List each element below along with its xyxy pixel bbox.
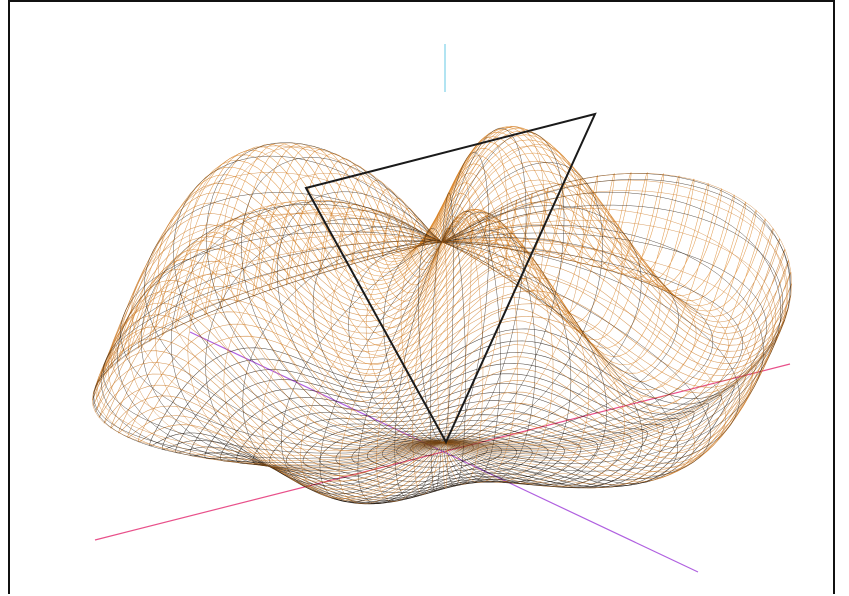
mesh-meridian — [158, 172, 443, 446]
mesh-meridian — [120, 231, 443, 450]
mesh-meridian — [441, 204, 784, 449]
mesh-meridian — [441, 239, 756, 446]
mesh-meridian — [441, 126, 546, 443]
mesh-meridian — [242, 240, 443, 486]
mesh-meridian — [400, 237, 443, 443]
mesh-meridian — [441, 137, 508, 443]
mesh-meridian — [258, 172, 443, 443]
mesh-meridian — [435, 212, 443, 443]
mesh-meridian — [441, 210, 501, 484]
mesh-meridian — [261, 241, 443, 490]
mesh-meridian — [441, 232, 767, 447]
mesh-meridian — [92, 241, 443, 461]
mesh-meridian — [223, 146, 443, 443]
mesh-meridian — [144, 192, 443, 447]
mesh-meridian — [441, 241, 726, 476]
mesh-meridian — [441, 238, 590, 485]
mesh-meridian — [441, 241, 729, 445]
mesh-meridian — [93, 241, 443, 459]
mesh-meridian — [294, 210, 443, 443]
mesh-meridian — [383, 239, 443, 443]
mesh-meridian — [441, 237, 679, 443]
coordinate-axes — [94, 44, 791, 573]
mesh-meridian — [205, 218, 443, 479]
mesh-meridian — [441, 241, 608, 486]
mesh-meridian — [441, 131, 565, 443]
mesh-meridian — [441, 237, 753, 468]
mesh-meridian — [441, 237, 449, 489]
mesh-meridian — [155, 199, 443, 473]
mesh-meridian — [441, 229, 572, 484]
mesh-meridian — [441, 192, 454, 443]
mesh-meridian — [441, 224, 661, 443]
mesh-meridian — [418, 228, 443, 443]
mesh-meridian — [441, 173, 791, 455]
triangle-overlay — [304, 112, 597, 445]
mesh-meridian — [441, 144, 584, 443]
mesh-meridian — [312, 225, 443, 443]
mesh-meridian — [441, 179, 787, 457]
mesh-meridian — [441, 212, 536, 483]
mesh-meridian — [412, 241, 443, 495]
surface-mesh — [92, 125, 792, 505]
mesh-meridian — [441, 240, 697, 443]
mesh-meridian — [319, 241, 443, 503]
mesh-meridian — [441, 217, 484, 485]
mesh-meridian — [441, 205, 642, 443]
3d-viewport[interactable] — [8, 0, 835, 594]
mesh-meridian — [170, 201, 443, 475]
mesh-meridian — [300, 241, 443, 499]
mesh-meridian — [441, 241, 744, 445]
mesh-meridian — [281, 241, 443, 495]
mesh-meridian — [348, 239, 443, 443]
mesh-meridian — [241, 157, 443, 443]
mesh-meridian — [441, 241, 695, 485]
mesh-meridian — [338, 241, 443, 505]
mesh-meridian — [441, 183, 623, 443]
mesh-meridian — [441, 192, 782, 459]
mesh-meridian — [140, 203, 443, 471]
mesh-meridian — [117, 223, 443, 469]
mesh-meridian — [441, 173, 792, 453]
mesh-meridian — [330, 235, 443, 443]
mesh-meridian — [102, 241, 443, 454]
mesh-meridian — [128, 212, 443, 470]
mesh-meridian — [110, 240, 443, 452]
mesh-meridian — [97, 241, 443, 456]
mesh-meridian — [441, 241, 678, 488]
mesh-meridian — [441, 241, 661, 489]
mesh-meridian — [441, 179, 792, 452]
mesh-meridian — [189, 145, 443, 444]
mesh-meridian — [92, 241, 443, 464]
mesh-meridian — [131, 213, 443, 448]
mesh-meridian — [441, 190, 789, 451]
mesh-meridian — [441, 208, 774, 461]
mesh-meridian — [441, 219, 776, 448]
triangle-shape — [304, 112, 597, 445]
mesh-meridian — [441, 241, 740, 472]
mesh-meridian — [100, 241, 443, 467]
mesh-meridian — [108, 234, 443, 468]
mesh-meridian — [441, 162, 603, 443]
mesh-meridian — [187, 207, 443, 477]
mesh-meridian — [376, 241, 443, 502]
mesh-meridian — [441, 219, 554, 483]
mesh-meridian — [276, 191, 443, 443]
mesh-meridian — [441, 128, 527, 443]
mesh-meridian — [441, 152, 490, 443]
mesh-meridian — [365, 240, 443, 443]
mesh-meridian — [173, 155, 443, 445]
wireframe-scene — [92, 44, 792, 573]
mesh-meridian — [223, 230, 443, 483]
